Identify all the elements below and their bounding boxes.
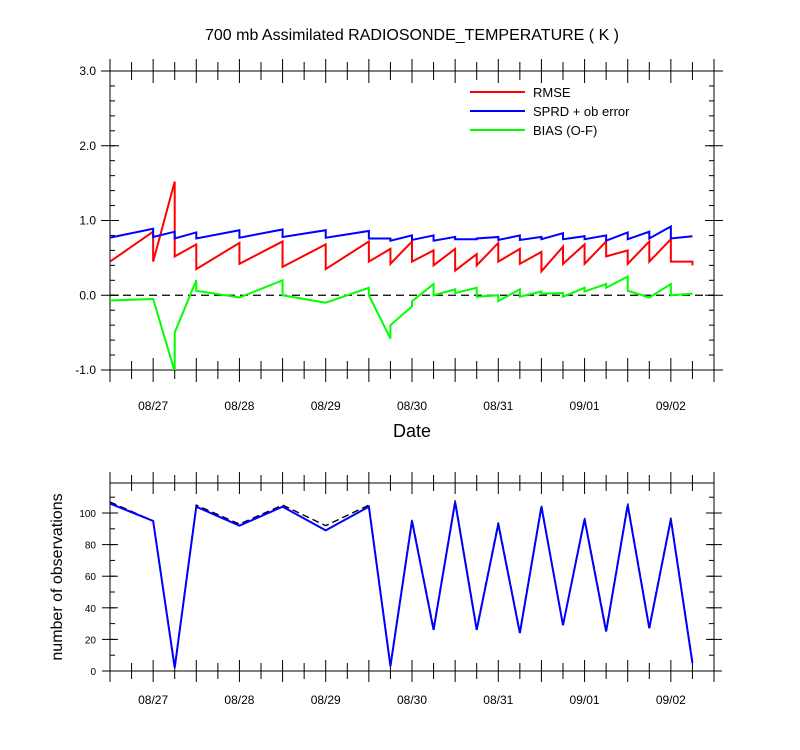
legend-label: RMSE — [533, 85, 571, 100]
series-line-sprd-ob-error — [110, 224, 693, 243]
x-axis-label: Date — [393, 421, 431, 441]
x-tick-label: 08/30 — [397, 693, 427, 707]
y-tick-label: 100 — [79, 509, 96, 520]
series-line-rmse — [110, 181, 694, 274]
y-tick-label: 1.0 — [79, 214, 96, 228]
x-tick-label: 08/28 — [224, 693, 254, 707]
y-axis-label: number of observations — [49, 493, 66, 660]
x-tick-label: 08/29 — [311, 399, 341, 413]
y-tick-label: 2.0 — [79, 139, 96, 153]
x-tick-label: 09/01 — [570, 693, 600, 707]
series-line-bias-o-f- — [110, 274, 693, 370]
series-line-possible — [110, 500, 694, 667]
y-tick-label: 60 — [85, 572, 97, 583]
y-tick-label: -1.0 — [75, 363, 96, 377]
legend-label: BIAS (O-F) — [533, 123, 597, 138]
y-tick-label: 80 — [85, 541, 97, 552]
y-tick-label: 0.0 — [79, 288, 96, 302]
x-tick-label: 08/27 — [138, 693, 168, 707]
plot-frame-1 — [109, 482, 715, 672]
x-tick-label: 08/28 — [224, 399, 254, 413]
legend-label: SPRD + ob error — [533, 104, 630, 119]
y-tick-label: 20 — [85, 635, 97, 646]
y-tick-label: 40 — [85, 604, 97, 615]
x-tick-label: 08/27 — [138, 399, 168, 413]
x-tick-label: 08/31 — [483, 693, 513, 707]
x-tick-label: 09/02 — [656, 693, 686, 707]
y-tick-label: 3.0 — [79, 64, 96, 78]
x-tick-label: 09/01 — [570, 399, 600, 413]
series-line-assimilated — [110, 501, 694, 668]
x-tick-label: 09/02 — [656, 399, 686, 413]
y-tick-label: 0 — [90, 667, 96, 678]
x-tick-label: 08/30 — [397, 399, 427, 413]
x-tick-label: 08/29 — [311, 693, 341, 707]
x-tick-label: 08/31 — [483, 399, 513, 413]
chart-title: 700 mb Assimilated RADIOSONDE_TEMPERATUR… — [205, 27, 619, 44]
